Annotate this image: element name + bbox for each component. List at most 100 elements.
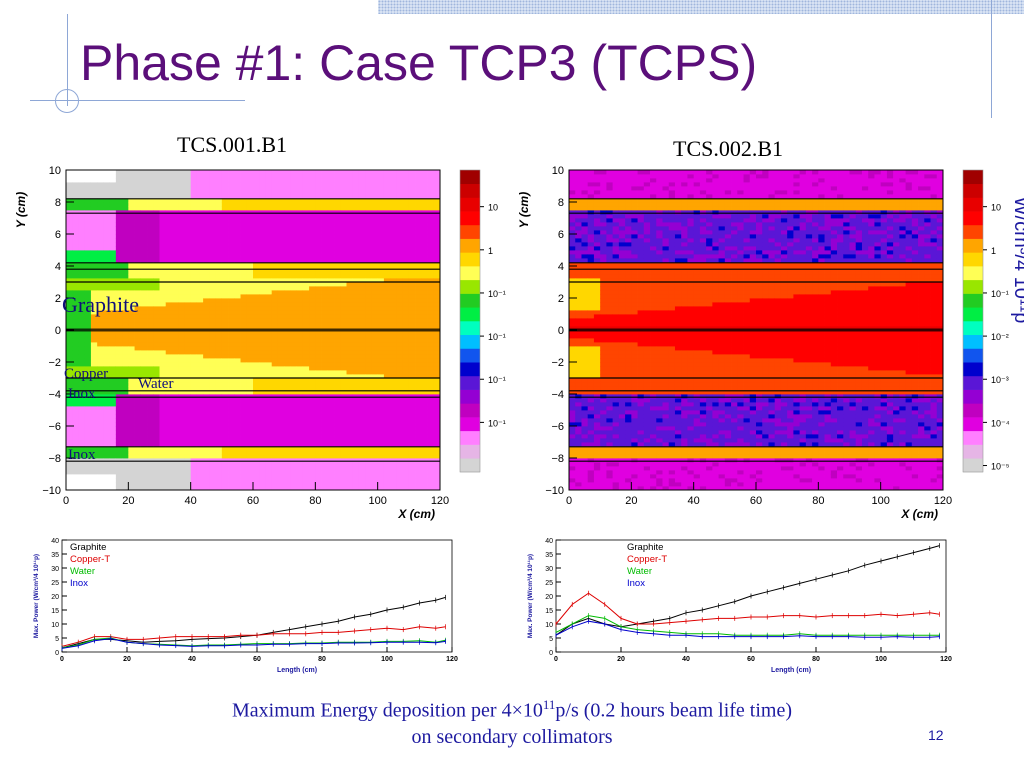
heatmap-cell bbox=[271, 438, 279, 443]
heatmap-cell bbox=[402, 398, 410, 403]
heatmap-cell bbox=[321, 446, 329, 451]
heatmap-cell bbox=[240, 430, 248, 435]
heatmap-cell bbox=[315, 362, 322, 367]
heatmap-cell bbox=[358, 202, 366, 207]
heatmap-cell bbox=[334, 314, 341, 319]
heatmap-cell bbox=[265, 370, 273, 375]
heatmap-cell bbox=[408, 258, 416, 263]
heatmap-cell bbox=[365, 338, 372, 343]
heatmap-cell bbox=[240, 226, 248, 231]
heatmap-cell bbox=[228, 414, 235, 419]
heatmap-cell bbox=[215, 182, 223, 187]
heatmap-cell bbox=[178, 462, 185, 467]
heatmap-cell bbox=[390, 386, 397, 391]
heatmap-cell bbox=[340, 422, 347, 427]
heatmap-cell bbox=[78, 214, 86, 219]
heatmap-cell bbox=[209, 426, 216, 431]
heatmap-cell bbox=[215, 342, 223, 347]
heatmap-cell bbox=[315, 246, 322, 251]
heatmap-cell bbox=[309, 474, 316, 479]
heatmap-cell bbox=[346, 454, 354, 459]
heatmap-cell bbox=[327, 270, 335, 275]
heatmap-cell bbox=[115, 410, 123, 415]
heatmap-cell bbox=[377, 454, 385, 459]
colorbar-swatch bbox=[460, 307, 480, 322]
heatmap-cell bbox=[352, 294, 360, 299]
heatmap-cell bbox=[246, 274, 254, 279]
heatmap-cell bbox=[315, 274, 322, 279]
heatmap-cell bbox=[383, 418, 391, 423]
heatmap-cell bbox=[228, 418, 235, 423]
heatmap-cell bbox=[396, 406, 403, 411]
heatmap-cell bbox=[396, 254, 403, 259]
heatmap-cell bbox=[134, 382, 142, 387]
heatmap-cell bbox=[327, 186, 335, 191]
heatmap-cell bbox=[165, 222, 173, 227]
heatmap-cell bbox=[72, 426, 79, 431]
heatmap-cell bbox=[109, 358, 117, 363]
heatmap-cell bbox=[209, 294, 216, 299]
heatmap-cell bbox=[122, 442, 129, 447]
heatmap-cell bbox=[190, 278, 198, 283]
heatmap-cell bbox=[66, 322, 73, 327]
heatmap-cell bbox=[346, 398, 354, 403]
heatmap-cell bbox=[365, 262, 372, 267]
heatmap-cell bbox=[415, 246, 422, 251]
heatmap-cell bbox=[178, 290, 185, 295]
heatmap-cell bbox=[253, 286, 260, 291]
heatmap-cell bbox=[340, 302, 347, 307]
heatmap-cell bbox=[358, 418, 366, 423]
heatmap-cell bbox=[203, 266, 210, 271]
heatmap-cell bbox=[421, 314, 428, 319]
heatmap-cell bbox=[196, 194, 204, 199]
heatmap-cell bbox=[575, 486, 582, 491]
heatmap-cell bbox=[340, 182, 347, 187]
heatmap-cell bbox=[290, 238, 298, 243]
heatmap-cell bbox=[109, 430, 117, 435]
heatmap-cell bbox=[128, 398, 135, 403]
heatmap-cell bbox=[277, 418, 285, 423]
heatmap-cell bbox=[402, 454, 410, 459]
heatmap-cell bbox=[302, 462, 310, 467]
heatmap-cell bbox=[171, 174, 179, 179]
heatmap-cell bbox=[240, 270, 248, 275]
heatmap-cell bbox=[196, 234, 204, 239]
heatmap-cell bbox=[259, 446, 266, 451]
heatmap-cell bbox=[309, 178, 316, 183]
heatmap-cell bbox=[290, 306, 298, 311]
heatmap-cell bbox=[415, 258, 422, 263]
heatmap-cell bbox=[196, 326, 204, 331]
heatmap-cell bbox=[128, 170, 135, 175]
heatmap-cell bbox=[415, 282, 422, 287]
heatmap-cell bbox=[253, 354, 260, 359]
heatmap-cell bbox=[190, 282, 198, 287]
heatmap-cell bbox=[72, 374, 79, 379]
heatmap-cell bbox=[122, 402, 129, 407]
heatmap-cell bbox=[221, 186, 229, 191]
heatmap-cell bbox=[209, 402, 216, 407]
heatmap-cell bbox=[115, 450, 123, 455]
heatmap-cell bbox=[140, 246, 148, 251]
heatmap-cell bbox=[134, 274, 142, 279]
heatmap-cell bbox=[352, 414, 360, 419]
heatmap-cell bbox=[184, 266, 192, 271]
heatmap-cell bbox=[327, 218, 335, 223]
heatmap-cell bbox=[196, 278, 204, 283]
heatmap-cell bbox=[309, 346, 316, 351]
heatmap-cell bbox=[290, 218, 298, 223]
heatmap-cell bbox=[90, 458, 98, 463]
heatmap-cell bbox=[84, 386, 92, 391]
heatmap-cell bbox=[103, 454, 111, 459]
heatmap-cell bbox=[371, 430, 379, 435]
heatmap-cell bbox=[97, 406, 104, 411]
heatmap-cell bbox=[134, 438, 142, 443]
heatmap-cell bbox=[78, 290, 86, 295]
heatmap-cell bbox=[383, 326, 391, 331]
heatmap-cell bbox=[427, 462, 435, 467]
heatmap-cell bbox=[103, 350, 111, 355]
heatmap-cell bbox=[221, 282, 229, 287]
heatmap-cell bbox=[215, 270, 223, 275]
heatmap-cell bbox=[396, 326, 403, 331]
heatmap-cell bbox=[103, 318, 111, 323]
heatmap-cell bbox=[371, 266, 379, 271]
